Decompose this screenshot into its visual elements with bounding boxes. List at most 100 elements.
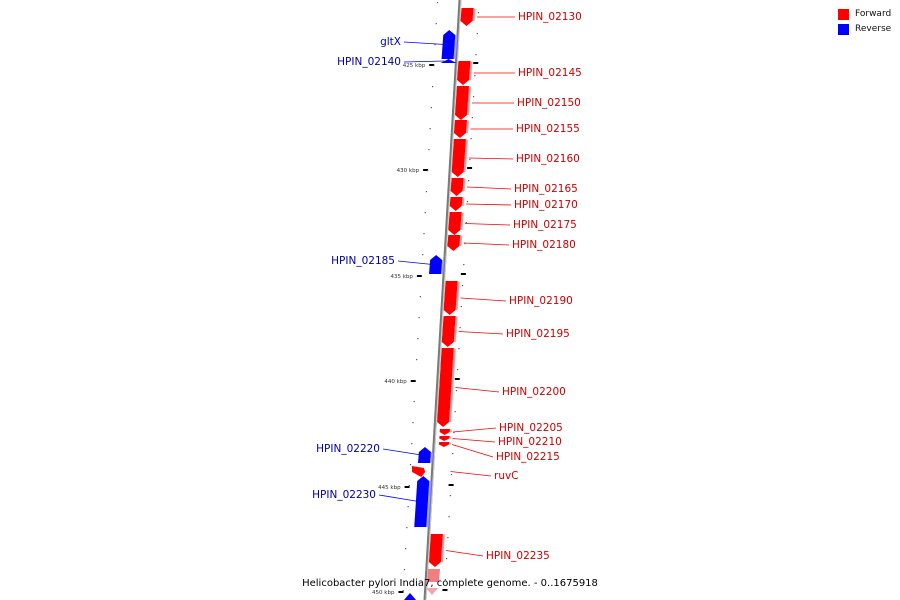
feature-arrow (437, 348, 454, 427)
gene-label-hpin-02155: HPIN_02155 (470, 123, 580, 135)
leader-line (460, 297, 507, 302)
feature-arrow (411, 466, 426, 477)
gene-feature-hpin-02215 (438, 442, 452, 447)
leader-line (452, 438, 496, 443)
feature-arrow (457, 61, 471, 85)
gene-feature-hpin-02210 (439, 436, 452, 441)
minor-tick (430, 107, 432, 109)
minor-tick (417, 338, 419, 340)
minor-tick (459, 327, 461, 329)
feature-shading (449, 429, 452, 432)
minor-tick (449, 495, 451, 497)
minor-tick (433, 65, 435, 67)
leader-line (468, 157, 514, 160)
gene-name: HPIN_02190 (509, 295, 573, 307)
minor-tick (468, 180, 470, 182)
gene-feature-hpin-02190 (443, 281, 460, 315)
minor-tick (424, 212, 426, 214)
feature-arrow (438, 442, 450, 447)
minor-tick (402, 590, 404, 592)
tick-label: 430 kbp (397, 168, 420, 174)
gene-label-hpin-02230: HPIN_02230 (312, 489, 419, 502)
minor-tick (411, 443, 413, 445)
gene-feature-hpin-02150 (455, 86, 471, 120)
feature-arrow (439, 436, 450, 441)
feature-shading (440, 534, 445, 562)
feature-arrow (443, 281, 458, 315)
partial-reverse-feature (404, 593, 416, 600)
gene-name: HPIN_02195 (506, 328, 570, 340)
minor-tick (429, 128, 431, 130)
gene-name: HPIN_02155 (516, 123, 580, 135)
leader-line (403, 41, 446, 45)
feature-shading (441, 260, 445, 274)
gene-feature-hpin-02185 (429, 255, 445, 274)
minor-tick (436, 2, 439, 4)
feature-arrow (460, 8, 474, 26)
legend-label-reverse: Reverse (855, 24, 892, 34)
gene-name: HPIN_02180 (512, 239, 576, 251)
gene-feature-hpin-02165 (450, 178, 466, 196)
minor-tick (434, 44, 436, 46)
feature-shading (453, 35, 458, 59)
minor-tick (403, 569, 406, 571)
feature-shading (462, 178, 466, 191)
feature-shading (459, 235, 463, 246)
gene-label-hpin-02150: HPIN_02150 (471, 97, 581, 109)
feature-shading (461, 197, 465, 206)
feature-shading (449, 436, 452, 439)
tick-label: 450 kbp (372, 590, 395, 596)
minor-tick-layer (402, 2, 480, 592)
feature-arrow (450, 178, 464, 196)
feature-arrow (451, 139, 466, 177)
tick-label: 435 kbp (390, 274, 413, 280)
gene-name: HPIN_02150 (517, 97, 581, 109)
gene-feature-hpin-02140 (440, 59, 457, 63)
minor-tick (476, 33, 478, 35)
gene-name: HPIN_02220 (316, 443, 380, 455)
minor-tick (474, 75, 476, 77)
leader-line (452, 427, 497, 433)
minor-tick (470, 138, 472, 140)
minor-tick (465, 222, 467, 224)
minor-tick (444, 579, 447, 581)
legend-label-forward: Forward (855, 9, 892, 19)
feature-arrow (417, 447, 431, 463)
tick-label: 440 kbp (384, 379, 407, 385)
tick-label: 445 kbp (378, 485, 401, 491)
minor-tick (464, 243, 466, 245)
feature-arrow (455, 86, 469, 120)
minor-tick (472, 96, 475, 98)
minor-tick (420, 275, 423, 277)
feature-shading (469, 61, 473, 80)
minor-tick (469, 159, 471, 161)
feature-shading (463, 139, 468, 172)
gene-label-hpin-02165: HPIN_02165 (467, 183, 578, 195)
gene-label-hpin-02170: HPIN_02170 (466, 199, 578, 211)
minor-tick (427, 170, 429, 172)
gene-name: HPIN_02170 (514, 199, 578, 211)
minor-tick (406, 527, 408, 529)
minor-tick (446, 558, 448, 560)
gene-label-hpin-02145: HPIN_02145 (473, 67, 582, 79)
gene-label-hpin-02210: HPIN_02210 (452, 436, 562, 448)
gene-name: HPIN_02235 (486, 550, 550, 562)
minor-tick (454, 411, 456, 413)
forward-swatch (838, 9, 849, 20)
feature-arrow (439, 429, 450, 435)
gene-name: HPIN_02130 (518, 11, 582, 23)
gene-name: HPIN_02205 (499, 422, 563, 434)
leader-line (382, 448, 422, 456)
minor-tick (448, 516, 450, 518)
gene-label-hpin-02130: HPIN_02130 (477, 11, 582, 23)
gene-feature-hpin-02160 (451, 139, 468, 177)
gene-label-gltx: gltX (380, 36, 446, 48)
label-layer: HPIN_02130 gltX HPIN_02140 HPIN_02145 HPIN_0… (312, 11, 582, 562)
feature-arrow (453, 120, 467, 138)
leader-line (463, 242, 510, 246)
gene-name: HPIN_02230 (312, 489, 376, 501)
minor-tick (461, 285, 464, 287)
gene-feature-hpin-02155 (453, 120, 469, 138)
genome-backbone (423, 0, 462, 600)
